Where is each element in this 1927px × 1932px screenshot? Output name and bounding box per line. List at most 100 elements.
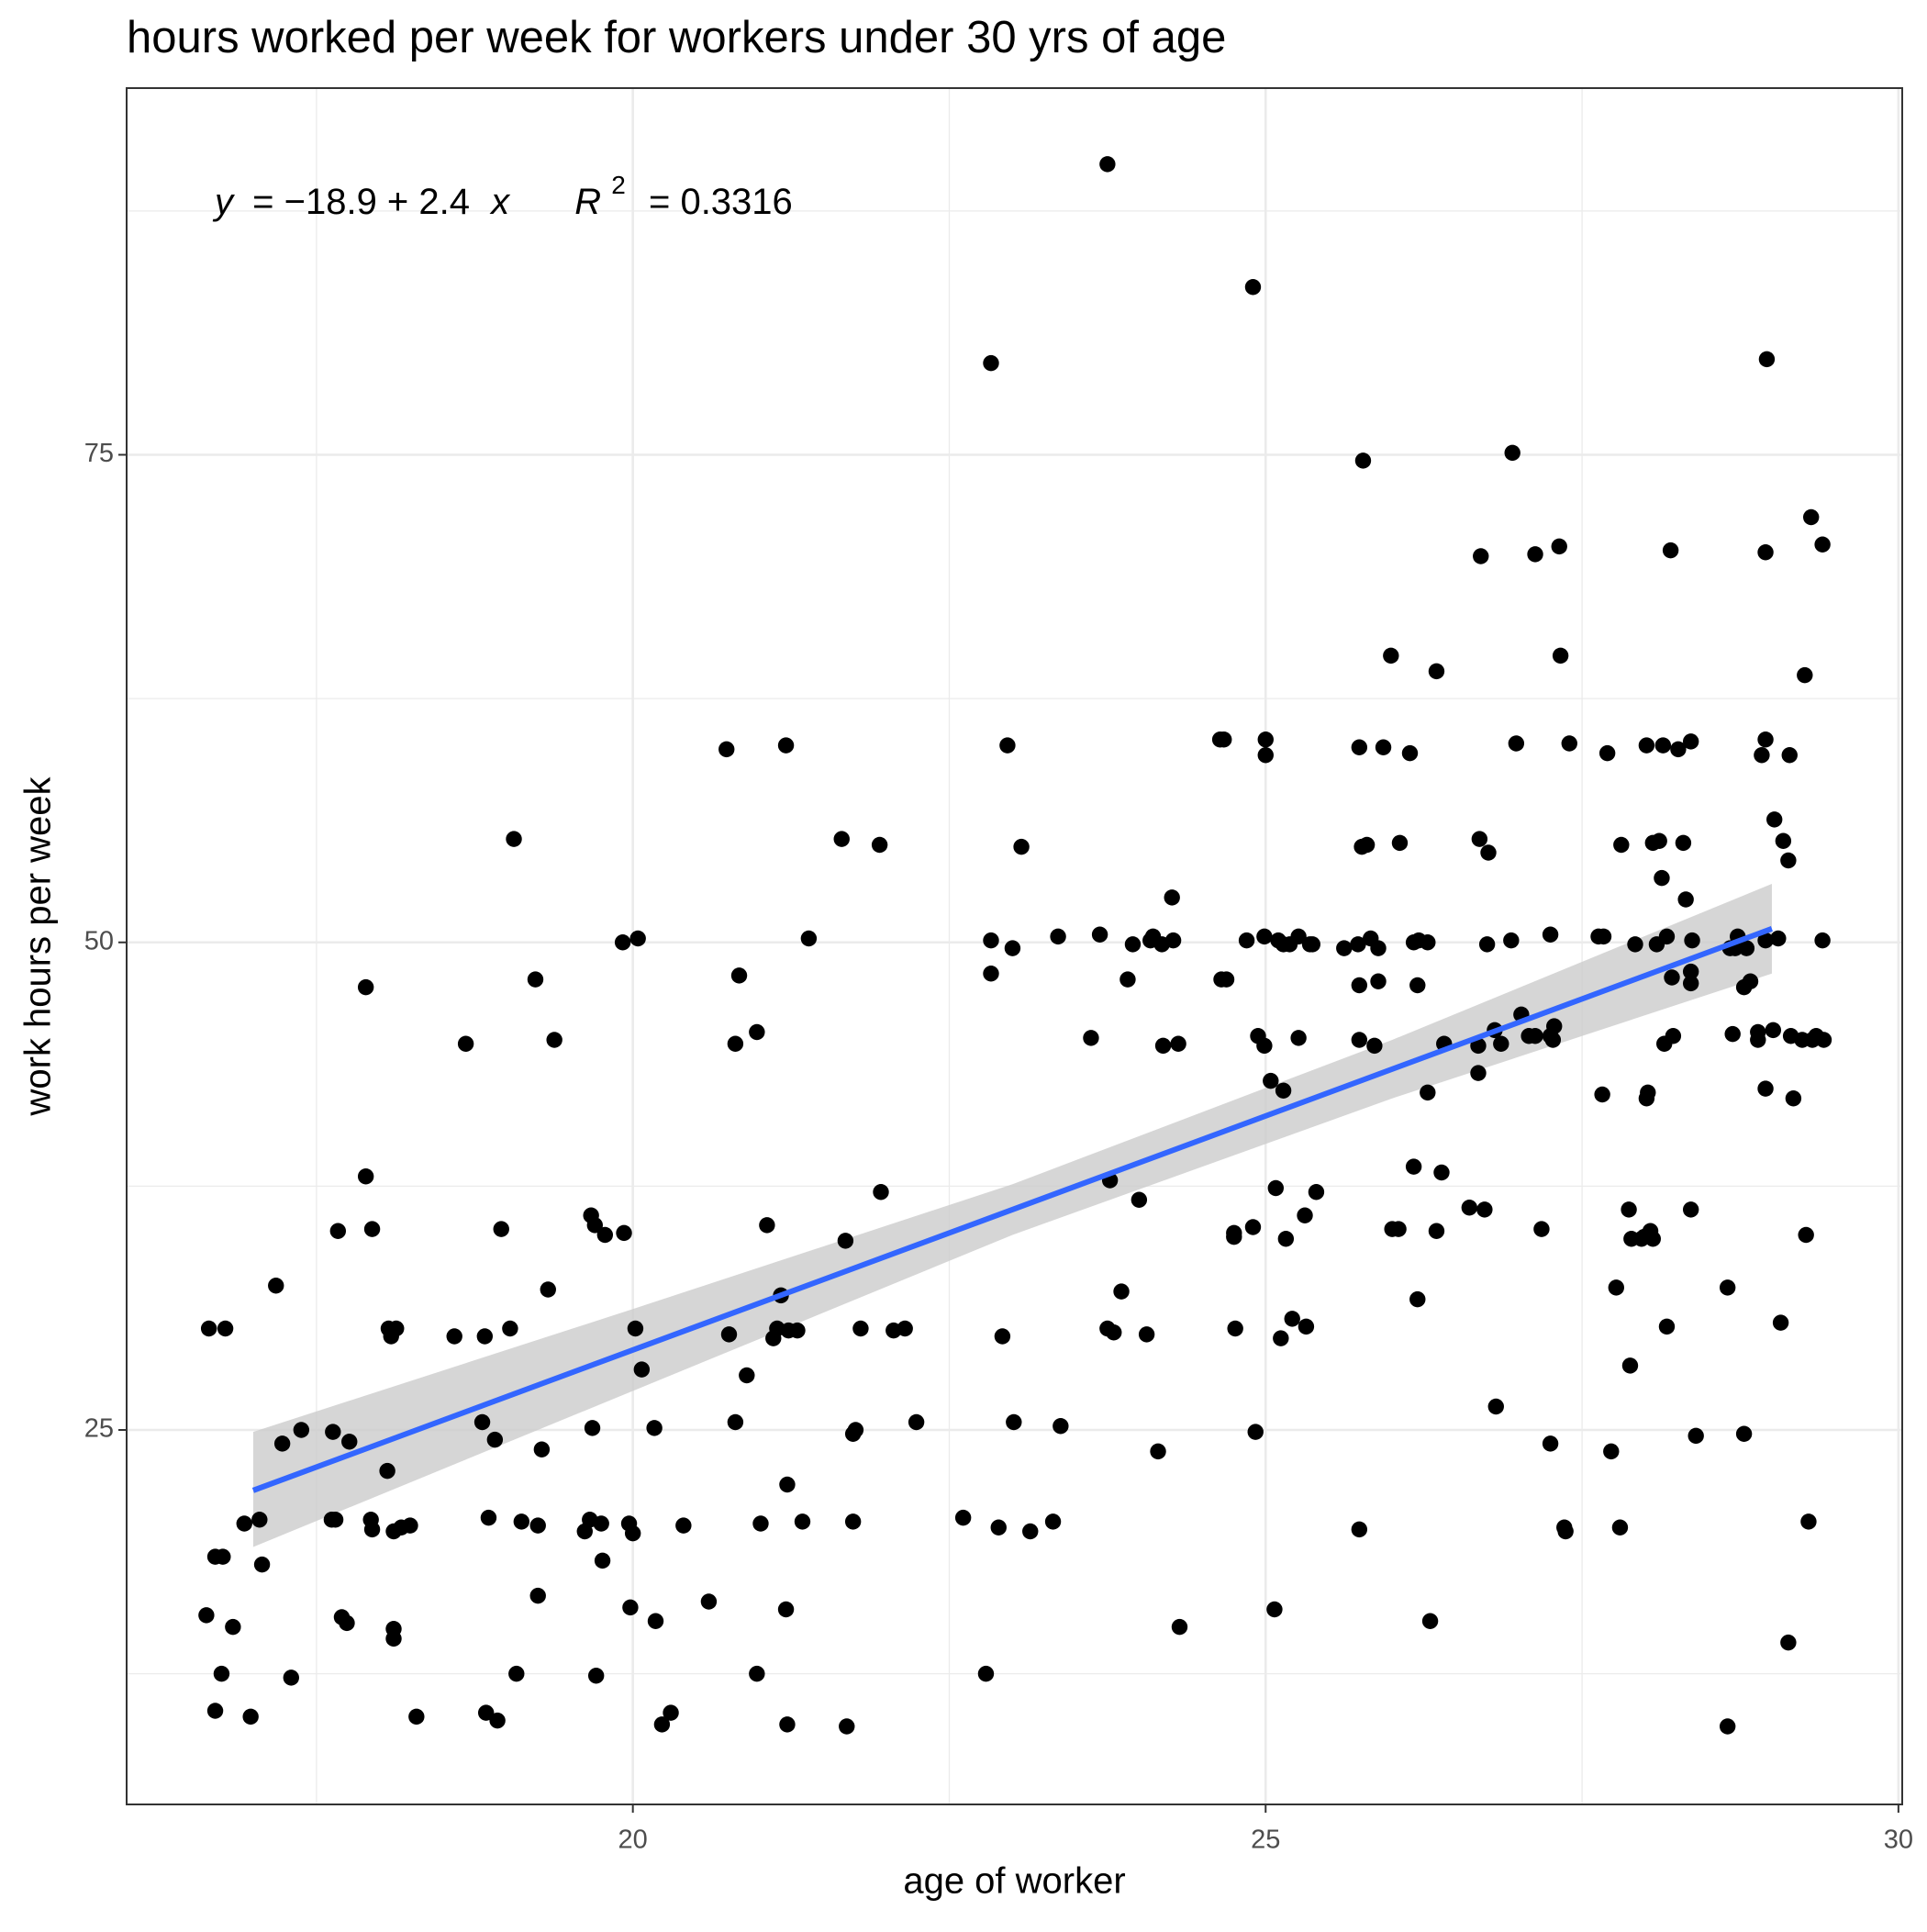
point	[1757, 544, 1774, 561]
confidence-band	[252, 884, 1772, 1547]
point	[1244, 1219, 1262, 1235]
point	[1473, 548, 1489, 564]
point	[1772, 1314, 1789, 1331]
point	[1613, 836, 1630, 854]
y-tick-label: 50	[84, 926, 114, 955]
point	[1800, 1513, 1817, 1530]
point	[1766, 811, 1783, 828]
point	[1670, 741, 1687, 758]
point	[1256, 928, 1273, 945]
point	[1557, 1523, 1574, 1540]
point	[1091, 926, 1108, 943]
point	[1124, 936, 1142, 953]
point	[1611, 1519, 1629, 1536]
point	[1738, 940, 1755, 956]
point	[1527, 1028, 1543, 1044]
point	[777, 1601, 795, 1618]
point	[839, 1718, 855, 1735]
fit-line	[251, 926, 1773, 1493]
point	[1013, 838, 1030, 855]
point	[329, 1223, 347, 1239]
point	[1735, 1425, 1753, 1442]
point	[1421, 1613, 1439, 1629]
point	[1171, 1618, 1188, 1636]
point	[1487, 1398, 1504, 1415]
point	[363, 1521, 381, 1538]
point	[584, 1420, 601, 1436]
y-tick-label: 25	[84, 1414, 114, 1444]
point	[727, 1413, 744, 1431]
point	[844, 1513, 862, 1530]
plot-frame	[126, 87, 1903, 1805]
point	[1682, 975, 1699, 992]
point	[1757, 731, 1774, 748]
point	[1428, 1223, 1445, 1239]
axes: 20 25 30 25 50 75	[84, 439, 1913, 1855]
point	[653, 1716, 671, 1733]
point	[759, 1217, 775, 1234]
equation: = −18.9 + 2.4	[252, 182, 470, 222]
point	[1797, 666, 1813, 684]
point	[1662, 542, 1679, 559]
point	[1682, 1201, 1699, 1218]
equation-annotation: y = −18.9 + 2.4 x R 2 = 0.3316	[212, 165, 793, 222]
point	[1273, 1330, 1289, 1346]
point	[739, 1367, 755, 1384]
point	[1050, 928, 1066, 945]
points	[198, 156, 1832, 1735]
point	[1546, 1018, 1563, 1034]
point	[1391, 834, 1409, 852]
point	[1644, 1231, 1662, 1247]
point	[1770, 930, 1787, 947]
point	[1351, 739, 1368, 755]
point	[325, 1424, 341, 1440]
point	[1401, 744, 1419, 762]
point	[540, 1281, 556, 1298]
point	[1780, 852, 1797, 869]
fit-layer	[251, 926, 1773, 1493]
point	[385, 1630, 402, 1647]
point	[837, 1233, 854, 1249]
point	[1370, 973, 1387, 989]
point	[1504, 444, 1520, 462]
point	[1275, 1082, 1292, 1099]
x-symbol: x	[489, 182, 511, 222]
point	[1814, 536, 1831, 553]
point	[1390, 1221, 1407, 1237]
point	[587, 1668, 605, 1684]
point	[1238, 932, 1255, 949]
point	[999, 737, 1016, 754]
point	[357, 1168, 374, 1185]
point	[1461, 1200, 1478, 1216]
point	[1561, 735, 1577, 752]
x-axis-label: age of worker	[903, 1861, 1125, 1902]
point	[1815, 1032, 1832, 1048]
point	[629, 930, 646, 947]
point	[800, 930, 818, 947]
point	[1627, 936, 1643, 953]
point	[1758, 351, 1776, 368]
point	[1664, 969, 1680, 986]
point	[379, 1462, 395, 1480]
point	[1682, 733, 1699, 750]
point	[1682, 963, 1699, 980]
point	[1266, 1601, 1283, 1618]
point	[852, 1320, 869, 1337]
point	[213, 1665, 230, 1682]
point	[983, 932, 999, 949]
y-symbol: y	[212, 182, 236, 222]
point	[871, 836, 888, 854]
point	[847, 1422, 864, 1438]
point	[1263, 1072, 1279, 1089]
point	[268, 1278, 284, 1294]
point	[1594, 1086, 1610, 1103]
point	[529, 1587, 546, 1604]
point	[1370, 940, 1387, 956]
point	[675, 1517, 692, 1534]
point	[897, 1320, 913, 1337]
point	[1781, 747, 1798, 764]
point	[1527, 546, 1543, 563]
point	[1284, 1311, 1300, 1327]
point	[402, 1517, 418, 1534]
